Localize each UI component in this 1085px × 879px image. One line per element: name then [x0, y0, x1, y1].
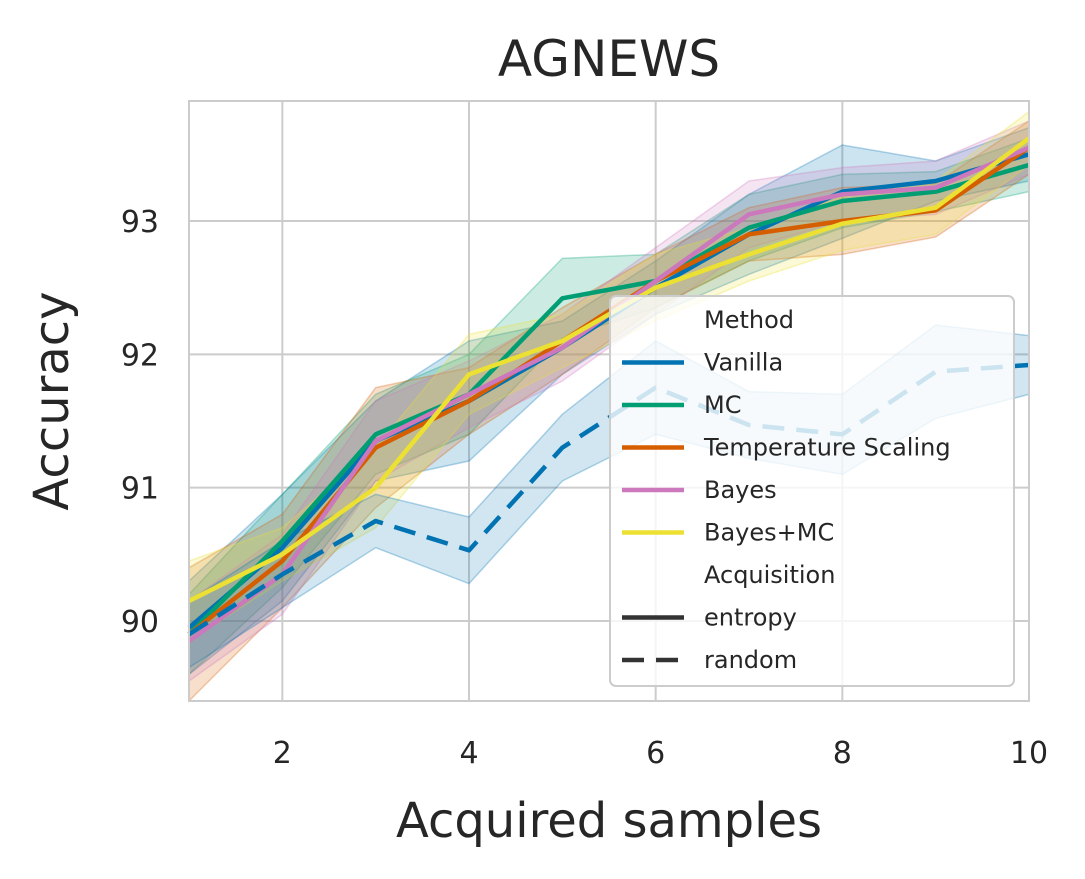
- legend-entry: Temperature Scaling: [703, 434, 951, 462]
- x-tick-label: 10: [1010, 736, 1048, 771]
- x-axis-label: Acquired samples: [396, 793, 822, 849]
- legend-title-method: Method: [704, 306, 794, 334]
- legend-entry: random: [704, 646, 797, 674]
- legend-title-acquisition: Acquisition: [704, 561, 835, 589]
- plot-frame: [188, 100, 1030, 702]
- x-tick-label: 4: [459, 736, 478, 771]
- x-tick-label: 8: [833, 736, 852, 771]
- y-tick-label: 90: [121, 605, 159, 640]
- legend-entry: Vanilla: [704, 349, 783, 377]
- y-axis-label: Accuracy: [24, 291, 80, 510]
- y-tick-label: 91: [121, 472, 159, 507]
- y-tick-label: 92: [121, 338, 159, 373]
- line-mc-entropy: [187, 162, 1030, 636]
- x-tick-label: 2: [273, 736, 292, 771]
- legend-box: [609, 295, 1015, 687]
- tick-labels: 2 4 6 8 10 90 91 92 93: [121, 205, 1048, 771]
- legend: Method Vanilla MC Temperature Scaling Bayes B…: [609, 295, 1015, 687]
- y-tick-label: 93: [121, 205, 159, 240]
- legend-entry: entropy: [704, 604, 797, 632]
- chart-title: AGNEWS: [498, 30, 720, 88]
- legend-entry: MC: [704, 391, 741, 419]
- x-tick-label: 6: [646, 736, 665, 771]
- legend-entry: Bayes: [704, 476, 777, 504]
- legend-entry: Bayes+MC: [704, 519, 834, 547]
